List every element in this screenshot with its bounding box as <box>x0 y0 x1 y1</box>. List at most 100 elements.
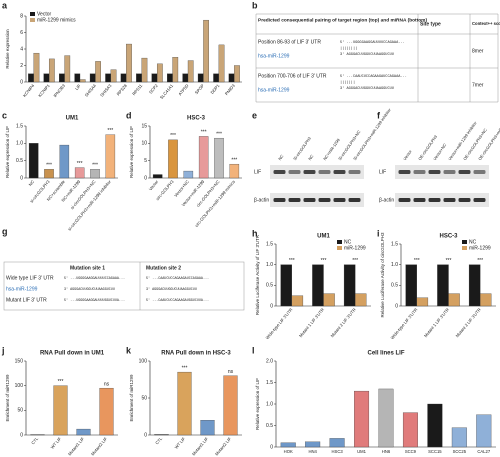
bar <box>197 73 204 83</box>
y-axis-label: Relative Luciferase Activity of circGOLP… <box>380 232 385 318</box>
y-tick-label: 0 <box>144 432 147 438</box>
y-axis-label: Relative expression <box>5 29 10 69</box>
panel-label: e <box>252 110 257 120</box>
panel-label: i <box>377 228 380 238</box>
bar <box>402 412 418 448</box>
band <box>333 198 346 202</box>
bar <box>156 63 163 83</box>
legend-label: NC <box>344 239 352 245</box>
panel-label: h <box>252 228 258 238</box>
legend-label: Vector <box>37 11 52 17</box>
y-tick-label: 0 <box>270 444 273 450</box>
legend-label: miR-1299 <box>469 245 491 251</box>
y-tick-label: 0 <box>20 432 23 438</box>
y-tick-label: 100 <box>139 358 148 364</box>
x-tick-label: DDP1 <box>209 83 220 95</box>
y-tick-label: 1.0 <box>16 141 23 147</box>
site-header: Mutation site 2 <box>146 265 181 271</box>
band <box>318 170 331 174</box>
bar <box>183 170 194 179</box>
significance: *** <box>231 157 237 163</box>
blot-strip <box>270 193 364 207</box>
bar <box>427 403 443 448</box>
bar <box>480 293 492 307</box>
panel-label: f <box>377 110 381 120</box>
pairing: 3' AGGGACUUGGUCUUAAGGUCUU <box>340 86 394 91</box>
site-type: 7mer <box>472 82 484 88</box>
legend-swatch <box>462 246 467 250</box>
band <box>413 170 426 174</box>
blot-strip <box>395 193 489 207</box>
y-tick-label: 1.5 <box>391 241 398 247</box>
table-header: Predicted consequential pairing of targe… <box>258 17 427 23</box>
y-tick-label: 150 <box>15 358 24 364</box>
panel-label: g <box>2 226 8 236</box>
legend-label: miR-1299 mimics <box>37 17 76 23</box>
row-label: Wide type LIF 3' UTR <box>6 275 54 281</box>
bar <box>354 390 370 448</box>
bar <box>151 73 158 83</box>
y-axis-label: Relative Luciferase Activity of LIF 3'UT… <box>255 234 260 315</box>
chart-title: HSC-3 <box>439 234 458 240</box>
band <box>443 170 456 174</box>
bar <box>187 60 194 83</box>
band <box>398 198 411 202</box>
significance: *** <box>216 131 222 137</box>
band <box>413 198 426 202</box>
sequence: 5' ...UGGGGAAGGAUUUUGGUCUUA... <box>64 298 125 303</box>
legend-swatch <box>337 246 342 250</box>
bar <box>59 73 65 83</box>
pairing: 5' ...CAAUCUCCAGAAGAUCCAGAAA... <box>340 74 407 79</box>
lane-label: Vector <box>402 148 413 161</box>
y-tick-label: 1.0 <box>266 262 273 268</box>
band <box>288 198 301 202</box>
x-tick-label: SCP2 <box>148 83 159 95</box>
bar <box>280 442 296 448</box>
bar <box>416 297 429 307</box>
bar <box>120 73 127 83</box>
bar <box>213 73 220 83</box>
y-tick-label: 50 <box>17 408 23 414</box>
significance: *** <box>321 258 327 264</box>
panel-label: j <box>1 345 5 355</box>
y-tick-label: 0 <box>144 175 147 181</box>
significance: *** <box>201 130 207 136</box>
pairing: |||||||| <box>340 46 357 51</box>
x-tick-label: SCC25 <box>453 449 467 454</box>
bar <box>53 385 68 436</box>
bar <box>305 441 321 448</box>
table-header: Site type <box>420 21 441 27</box>
band <box>428 198 441 202</box>
x-tick-label: SCC9 <box>405 449 417 454</box>
bar <box>95 61 101 83</box>
lane-label: NC <box>307 153 314 161</box>
bar <box>177 371 192 436</box>
x-tick-label: Vector <box>148 179 160 192</box>
band <box>473 198 486 202</box>
bar <box>234 65 240 83</box>
y-tick-label: 4 <box>20 46 23 52</box>
bar <box>280 264 292 307</box>
chart-title: UM1 <box>66 116 79 122</box>
bar <box>28 73 34 83</box>
legend-swatch <box>462 240 467 244</box>
y-tick-label: 1.0 <box>391 262 398 268</box>
y-tick-label: 6 <box>20 30 23 36</box>
bar <box>198 136 209 179</box>
bar <box>64 55 71 83</box>
pairing: 3' AGGGACUUGGUCUUAAGGUCUU <box>340 52 394 57</box>
bar <box>76 428 91 436</box>
bar <box>312 264 324 307</box>
x-tick-label: SCC15 <box>428 449 442 454</box>
sequence: 5' ...UGGGGAAGGAUUUUCCAGAAA... <box>64 276 125 281</box>
band <box>273 198 286 202</box>
blot-row-label: LIF <box>254 169 261 175</box>
bar <box>343 264 356 307</box>
bar <box>168 139 178 179</box>
x-tick-label: UM1 <box>357 449 367 454</box>
bar <box>126 43 132 83</box>
x-tick-label: CTL <box>154 436 163 446</box>
y-tick-label: 2 <box>20 63 23 69</box>
bar <box>154 434 169 436</box>
